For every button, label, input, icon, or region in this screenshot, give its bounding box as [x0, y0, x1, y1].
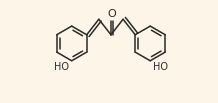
Text: HO: HO: [153, 62, 168, 72]
Text: O: O: [108, 9, 117, 19]
Text: HO: HO: [54, 62, 69, 72]
